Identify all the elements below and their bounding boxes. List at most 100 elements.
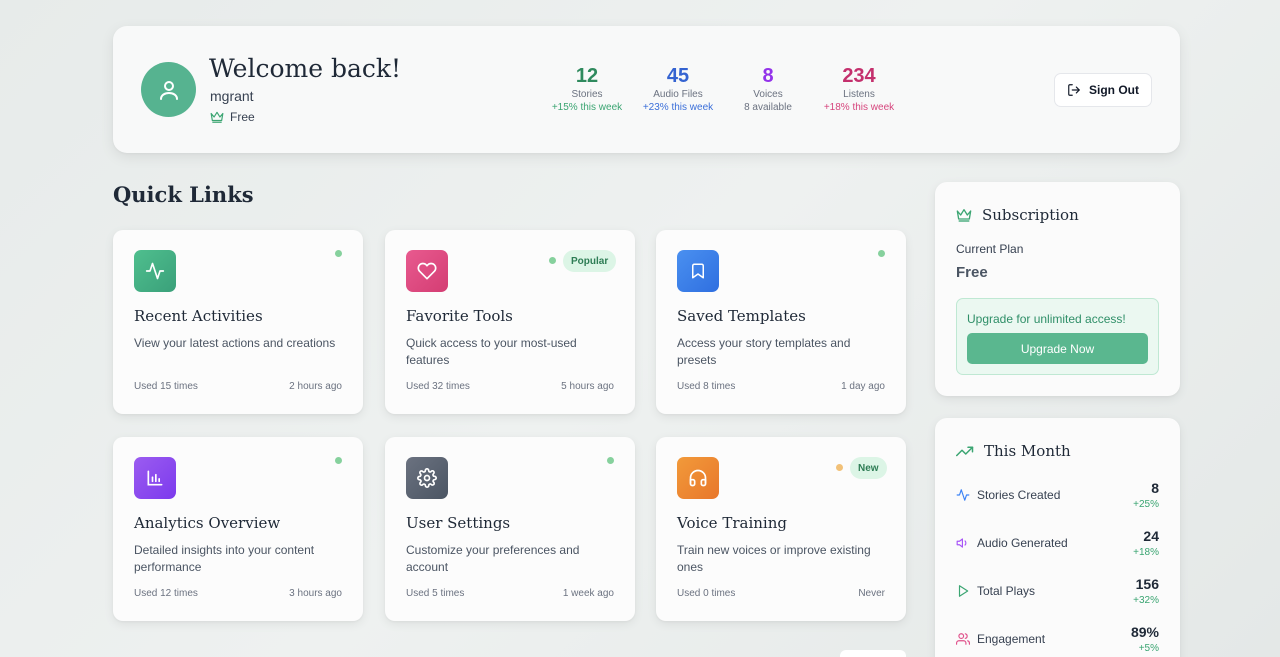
card-last-used: Never [858,588,885,599]
card-usage: Used 0 times [677,588,736,599]
status-dot [549,257,556,264]
month-change: +25% [1133,499,1159,510]
this-month-header: This Month [956,442,1071,460]
user-icon [159,80,178,100]
card-last-used: 5 hours ago [561,381,614,392]
stat-change: +15% this week [551,102,623,113]
stat-audio-files: 45 Audio Files +23% this week [633,64,723,114]
quick-link-saved-templates[interactable]: Saved Templates Access your story templa… [656,230,906,414]
card-last-used: 2 hours ago [289,381,342,392]
card-title: User Settings [406,514,511,532]
stat-value: 45 [666,65,690,87]
month-row-audio: Audio Generated 24 +18% [956,526,1159,566]
sign-out-label: Sign Out [1089,83,1139,97]
popular-badge: Popular [563,250,617,272]
card-last-used: 1 week ago [562,588,614,599]
card-last-used: 1 day ago [841,381,885,392]
month-label: Audio Generated [977,536,1068,550]
month-label: Total Plays [977,584,1036,598]
card-title: Recent Activities [134,307,263,325]
month-value: 89% [1130,624,1159,640]
card-description: Train new voices or improve existing one… [677,543,871,574]
status-dot [878,250,885,257]
quick-link-analytics-overview[interactable]: Analytics Overview Detailed insights int… [113,437,363,621]
crown-icon [956,209,972,222]
month-change: +32% [1133,595,1159,606]
quick-link-user-settings[interactable]: User Settings Customize your preferences… [385,437,635,621]
status-dot [335,457,342,464]
quick-links-title: Quick Links [113,182,254,207]
activity-icon [956,489,970,501]
heart-icon [406,250,448,292]
stat-label: Stories [571,89,603,100]
card-description: Quick access to your most-used features [406,336,577,367]
users-icon [956,633,970,645]
gear-icon [406,457,448,499]
status-dot [607,457,614,464]
this-month-title: This Month [984,442,1071,460]
month-row-stories: Stories Created 8 +25% [956,478,1159,518]
month-row-engagement: Engagement 89% +5% [956,622,1159,657]
month-value: 156 [1135,576,1159,592]
card-usage: Used 8 times [677,381,736,392]
stat-label: Voices [753,89,783,100]
month-change: +18% [1133,547,1159,558]
card-description: View your latest actions and creations [134,336,336,350]
month-label: Stories Created [977,488,1061,502]
card-title: Saved Templates [677,307,806,325]
activity-icon [134,250,176,292]
current-plan-value: Free [956,264,988,281]
current-plan-label: Current Plan [956,242,1024,256]
logout-icon [1068,84,1080,96]
bar-chart-icon [134,457,176,499]
trending-up-icon [956,446,974,457]
stat-label: Audio Files [653,89,703,100]
card-title: Voice Training [677,514,787,532]
card-title: Analytics Overview [134,514,281,532]
card-usage: Used 12 times [134,588,198,599]
stat-change: 8 available [744,102,792,113]
speaker-icon [956,538,967,548]
stat-stories: 12 Stories +15% this week [542,64,632,114]
upgrade-now-button[interactable]: Upgrade Now [967,333,1148,364]
headphones-icon [677,457,719,499]
subscription-card: Subscription Current Plan Free Upgrade f… [935,182,1180,396]
card-last-used: 3 hours ago [289,588,342,599]
plan-label: Free [230,110,255,124]
quick-link-recent-activities[interactable]: Recent Activities View your latest actio… [113,230,363,414]
upgrade-box: Upgrade for unlimited access! Upgrade No… [956,298,1159,375]
this-month-card: This Month Stories Created 8 +25% Audio … [935,418,1180,657]
crown-icon [210,111,224,123]
play-icon [958,585,969,597]
welcome-title: Welcome back! [209,54,402,83]
stat-listens: 234 Listens +18% this week [814,64,904,114]
new-badge: New [850,457,887,479]
month-change: +5% [1138,643,1159,654]
upgrade-text: Upgrade for unlimited access! [967,312,1126,326]
sign-out-button[interactable]: Sign Out [1054,73,1152,107]
stat-change: +23% this week [642,102,714,113]
card-description: Customize your preferences and account [406,543,580,574]
card-description: Detailed insights into your content perf… [134,543,315,574]
stat-label: Listens [843,89,875,100]
quick-link-voice-training[interactable]: New Voice Training Train new voices or i… [656,437,906,621]
subscription-header: Subscription [956,206,1079,224]
bookmark-icon [677,250,719,292]
username: mgrant [210,88,254,104]
header-card: Welcome back! mgrant Free 12 Stories +15… [113,26,1180,153]
stat-value: 12 [575,65,599,87]
stat-value: 8 [762,65,774,87]
plan-badge: Free [210,110,255,124]
status-dot [335,250,342,257]
month-row-plays: Total Plays 156 +32% [956,574,1159,614]
month-value: 8 [1151,480,1159,496]
card-usage: Used 5 times [406,588,465,599]
status-dot [836,464,843,471]
month-value: 24 [1143,528,1159,544]
quick-link-favorite-tools[interactable]: Popular Favorite Tools Quick access to y… [385,230,635,414]
partial-element [840,650,906,657]
card-title: Favorite Tools [406,307,513,325]
month-label: Engagement [977,632,1046,646]
stat-value: 234 [842,65,876,87]
card-description: Access your story templates and presets [677,336,851,367]
